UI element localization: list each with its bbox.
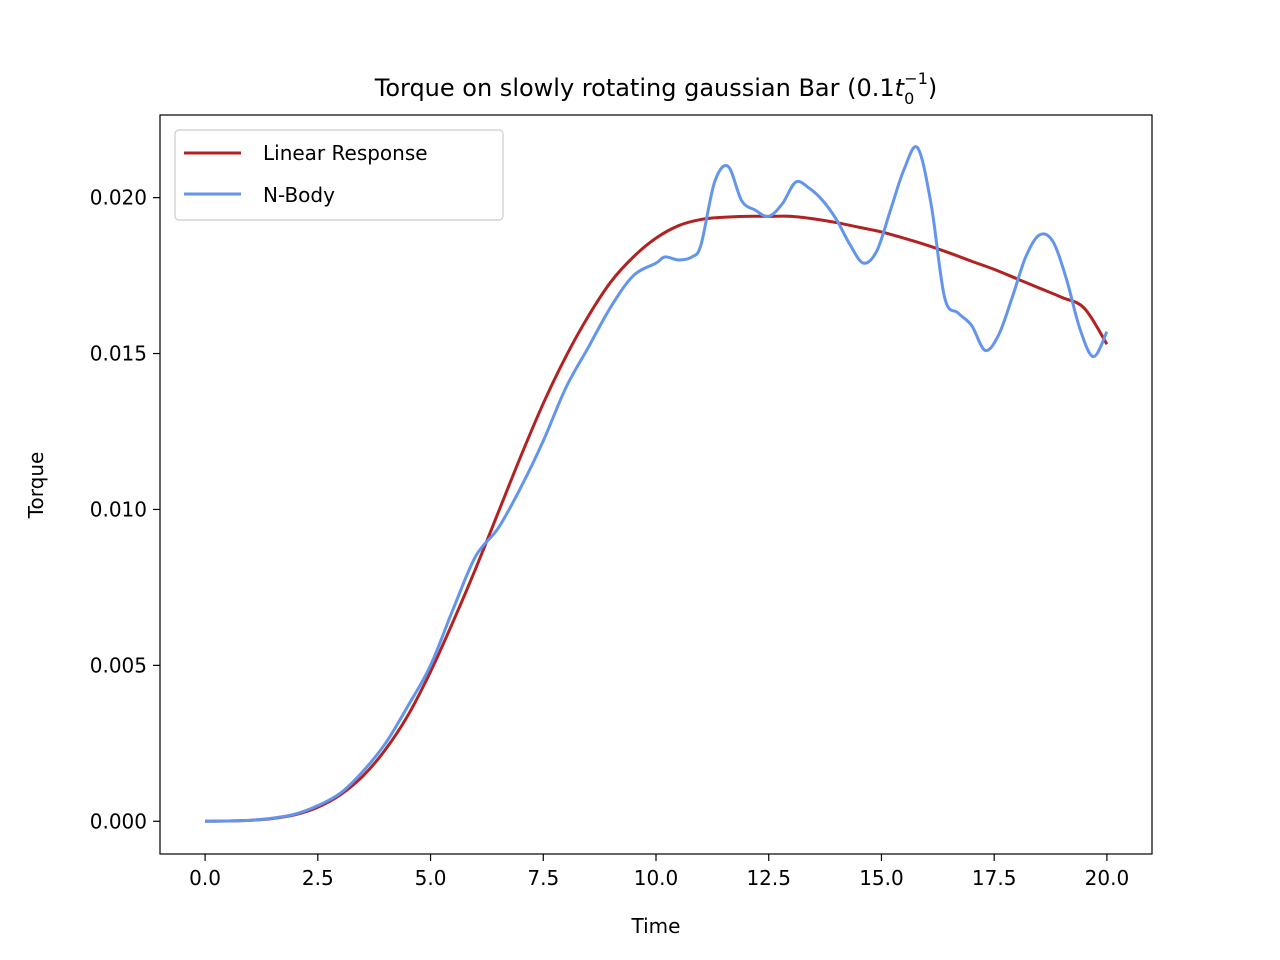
y-axis-label: Torque bbox=[24, 452, 48, 520]
plot-area bbox=[159, 114, 1153, 855]
x-tick-label: 7.5 bbox=[527, 866, 559, 890]
x-tick-label: 2.5 bbox=[302, 866, 334, 890]
y-axis: 0.000 0.005 0.010 0.015 0.020 bbox=[90, 186, 160, 833]
x-tick-label: 12.5 bbox=[746, 866, 791, 890]
series-line-n-body bbox=[205, 145, 1109, 823]
chart-title-variable: t bbox=[895, 74, 906, 102]
chart-title-superscript: −1 bbox=[904, 69, 928, 88]
x-tick-label: 20.0 bbox=[1085, 866, 1130, 890]
y-tick-label: 0.000 bbox=[90, 809, 147, 833]
chart-title-close: ) bbox=[928, 74, 937, 102]
x-axis-label: Time bbox=[631, 914, 681, 938]
plot-background bbox=[160, 115, 1152, 854]
y-tick-label: 0.005 bbox=[90, 653, 147, 677]
y-tick-label: 0.015 bbox=[90, 342, 147, 366]
chart-title-subscript: 0 bbox=[904, 89, 914, 108]
x-tick-label: 10.0 bbox=[634, 866, 679, 890]
x-tick-label: 0.0 bbox=[189, 866, 221, 890]
legend: Linear Response N-Body bbox=[174, 129, 504, 221]
legend-label-n-body: N-Body bbox=[263, 183, 335, 207]
legend-label-linear-response: Linear Response bbox=[263, 141, 428, 165]
y-tick-label: 0.020 bbox=[90, 186, 147, 210]
x-axis: 0.0 2.5 5.0 7.5 10.0 12.5 15.0 17.5 20.0 bbox=[189, 854, 1129, 890]
series-layer bbox=[205, 145, 1109, 823]
x-tick-label: 15.0 bbox=[859, 866, 904, 890]
series-line-linear-response bbox=[205, 214, 1109, 823]
legend-box bbox=[174, 129, 504, 221]
y-tick-label: 0.010 bbox=[90, 497, 147, 521]
x-tick-label: 17.5 bbox=[972, 866, 1017, 890]
x-tick-label: 5.0 bbox=[415, 866, 447, 890]
chart-title: Torque on slowly rotating gaussian Bar (… bbox=[374, 69, 938, 108]
